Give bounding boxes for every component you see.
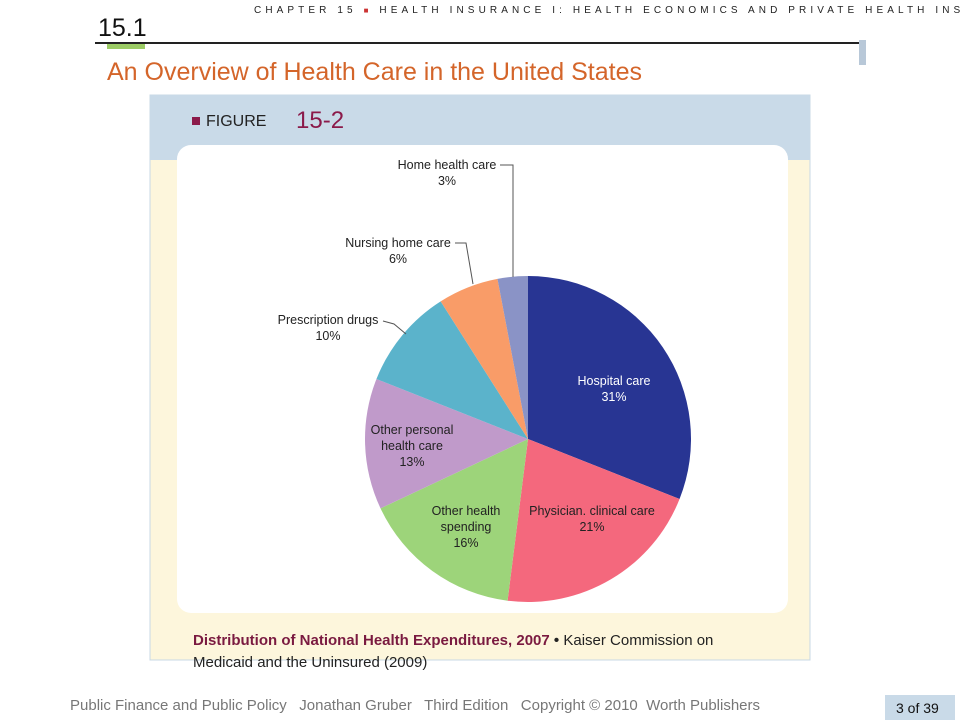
slice-label: Hospital care 31% xyxy=(554,373,674,405)
slice-label: Other personal health care 13% xyxy=(367,422,457,470)
leader-line xyxy=(382,320,407,335)
pie-slice xyxy=(364,378,528,509)
caption-bullet: • xyxy=(553,632,560,649)
category-label: Other health spending xyxy=(431,504,501,534)
page-box xyxy=(885,695,955,720)
footer: Public Finance and Public Policy Jonatha… xyxy=(70,697,761,714)
value-label: 31% xyxy=(601,390,627,404)
chapter: CHAPTER 15 xyxy=(254,5,357,16)
category-label: Physician. clinical care xyxy=(529,504,655,518)
value-label: 3% xyxy=(437,174,457,188)
category-label: Nursing home care xyxy=(345,236,451,250)
value-label: 13% xyxy=(399,455,425,469)
figure-label: FIGURE xyxy=(206,113,267,130)
figure-bullet xyxy=(192,117,200,125)
value-label: 10% xyxy=(315,329,341,343)
slice-label: Physician. clinical care 21% xyxy=(517,503,667,535)
pie-slice xyxy=(528,276,691,500)
header-tab xyxy=(859,40,866,65)
pie xyxy=(364,276,691,602)
category-label: Prescription drugs xyxy=(277,313,379,327)
value-label: 6% xyxy=(388,252,408,266)
category-label: Other personal health care xyxy=(370,423,454,453)
pie-slice xyxy=(507,439,680,602)
pie-slice xyxy=(497,276,528,439)
slice-label: Home health care 3% xyxy=(382,157,512,189)
page-number: 3 of 39 xyxy=(896,700,939,716)
separator: ■ xyxy=(363,6,373,15)
section-number: 15.1 xyxy=(98,14,147,42)
caption: Distribution of National Health Expendit… xyxy=(193,630,773,674)
category-label: Home health care xyxy=(397,158,497,172)
slice-label: Prescription drugs 10% xyxy=(263,312,393,344)
leader-line xyxy=(455,242,474,285)
pie-slice xyxy=(380,439,528,601)
figure-number: 15-2 xyxy=(296,107,345,134)
caption-source: Kaiser Commission on Medicaid and the Un… xyxy=(193,632,714,671)
slice-label: Other health spending 16% xyxy=(421,503,511,551)
pie-slice xyxy=(440,278,528,439)
category-label: Hospital care xyxy=(577,374,651,388)
value-label: 16% xyxy=(453,536,479,550)
value-label: 21% xyxy=(579,520,605,534)
slide-title: An Overview of Health Care in the United… xyxy=(107,58,642,86)
chapter-title: HEALTH INSURANCE I: HEALTH ECONOMICS AND… xyxy=(379,5,960,16)
caption-title: Distribution of National Health Expendit… xyxy=(193,632,550,649)
pie-slice xyxy=(376,301,528,439)
leader-line xyxy=(500,164,514,277)
chapter-line: CHAPTER 15 ■ HEALTH INSURANCE I: HEALTH … xyxy=(254,5,960,16)
slice-label: Nursing home care 6% xyxy=(333,235,463,267)
section-accent xyxy=(107,44,145,49)
